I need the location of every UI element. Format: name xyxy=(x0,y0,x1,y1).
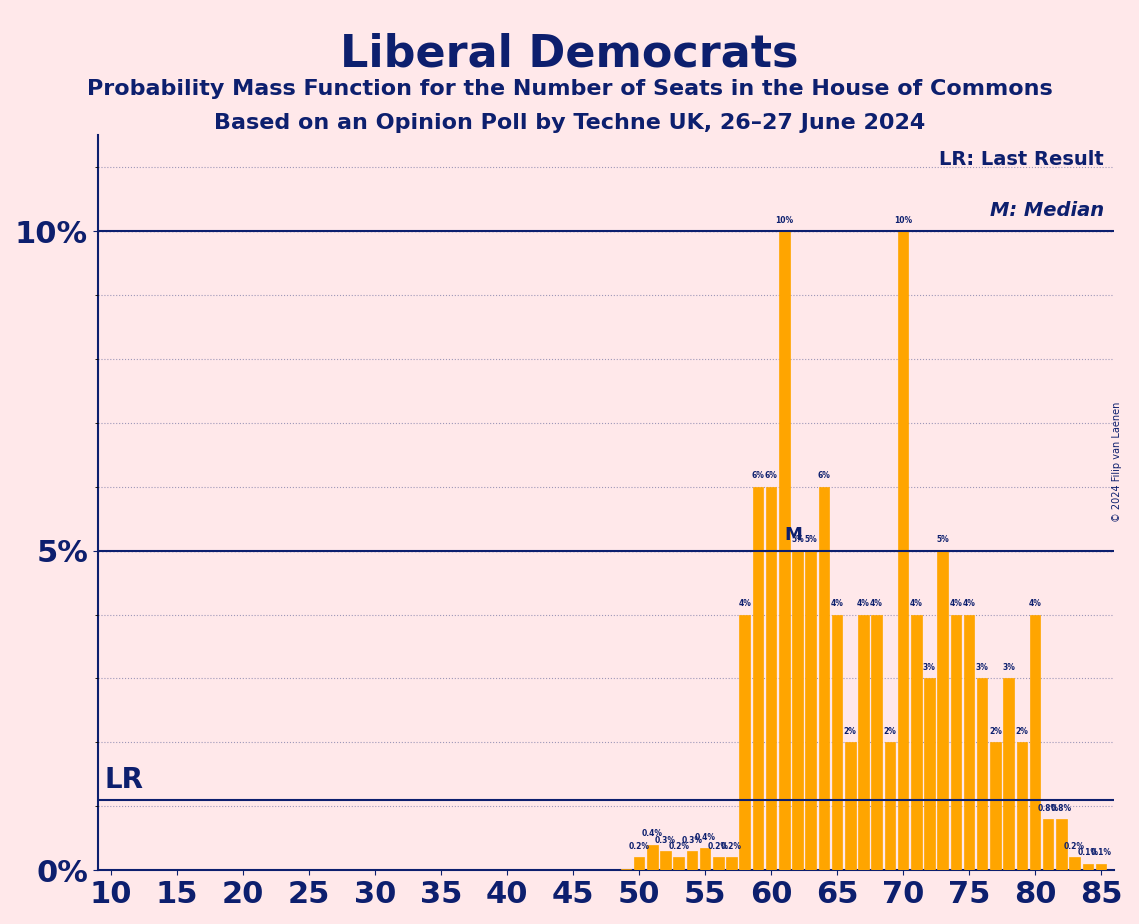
Text: 4%: 4% xyxy=(910,599,923,608)
Text: 2%: 2% xyxy=(844,727,857,736)
Text: 2%: 2% xyxy=(884,727,896,736)
Bar xyxy=(661,851,671,870)
Bar xyxy=(1043,820,1054,870)
Text: 0.2%: 0.2% xyxy=(1064,842,1085,851)
Text: 6%: 6% xyxy=(764,471,778,480)
Bar xyxy=(673,857,683,870)
Bar xyxy=(990,742,1001,870)
Text: 0.4%: 0.4% xyxy=(641,830,663,838)
Bar xyxy=(633,857,645,870)
Bar xyxy=(977,678,988,870)
Bar xyxy=(727,857,737,870)
Bar xyxy=(937,551,948,870)
Text: © 2024 Filip van Laenen: © 2024 Filip van Laenen xyxy=(1112,402,1122,522)
Text: 2%: 2% xyxy=(1015,727,1029,736)
Bar xyxy=(779,231,789,870)
Text: Probability Mass Function for the Number of Seats in the House of Commons: Probability Mass Function for the Number… xyxy=(87,79,1052,99)
Text: 0.2%: 0.2% xyxy=(669,842,689,851)
Text: 10%: 10% xyxy=(894,215,912,225)
Text: 0.1%: 0.1% xyxy=(1090,848,1112,857)
Text: 0.2%: 0.2% xyxy=(721,842,741,851)
Bar xyxy=(753,487,763,870)
Text: 4%: 4% xyxy=(870,599,883,608)
Bar xyxy=(885,742,895,870)
Text: 0.2%: 0.2% xyxy=(629,842,649,851)
Text: 4%: 4% xyxy=(1029,599,1041,608)
Bar xyxy=(1016,742,1027,870)
Text: M: M xyxy=(785,527,802,544)
Text: 4%: 4% xyxy=(962,599,975,608)
Text: 0.3%: 0.3% xyxy=(681,835,703,845)
Text: 5%: 5% xyxy=(804,535,817,544)
Text: 6%: 6% xyxy=(818,471,830,480)
Bar xyxy=(1070,857,1080,870)
Text: 4%: 4% xyxy=(950,599,962,608)
Text: LR: Last Result: LR: Last Result xyxy=(940,150,1104,169)
Bar xyxy=(845,742,855,870)
Bar xyxy=(819,487,829,870)
Text: 0.4%: 0.4% xyxy=(695,833,715,842)
Bar xyxy=(871,614,882,870)
Bar xyxy=(1003,678,1014,870)
Text: 0.8%: 0.8% xyxy=(1051,804,1072,813)
Text: 4%: 4% xyxy=(830,599,844,608)
Text: 0.2%: 0.2% xyxy=(707,842,729,851)
Text: 0.8%: 0.8% xyxy=(1038,804,1059,813)
Text: 4%: 4% xyxy=(857,599,870,608)
Bar xyxy=(621,869,631,870)
Text: 2%: 2% xyxy=(989,727,1002,736)
Text: Based on an Opinion Poll by Techne UK, 26–27 June 2024: Based on an Opinion Poll by Techne UK, 2… xyxy=(214,113,925,133)
Bar xyxy=(911,614,921,870)
Bar xyxy=(1082,864,1093,870)
Bar xyxy=(699,848,711,870)
Bar xyxy=(805,551,816,870)
Bar xyxy=(898,231,908,870)
Text: 6%: 6% xyxy=(752,471,764,480)
Bar xyxy=(1030,614,1040,870)
Bar xyxy=(713,857,723,870)
Bar xyxy=(924,678,935,870)
Bar xyxy=(951,614,961,870)
Text: 4%: 4% xyxy=(738,599,751,608)
Bar xyxy=(1056,820,1067,870)
Text: 5%: 5% xyxy=(936,535,949,544)
Bar xyxy=(1096,864,1106,870)
Bar xyxy=(687,851,697,870)
Text: Liberal Democrats: Liberal Democrats xyxy=(341,32,798,76)
Text: 0.3%: 0.3% xyxy=(655,835,675,845)
Bar xyxy=(765,487,777,870)
Text: 0.1%: 0.1% xyxy=(1077,848,1098,857)
Bar xyxy=(739,614,749,870)
Text: 10%: 10% xyxy=(776,215,793,225)
Bar xyxy=(647,845,657,870)
Bar xyxy=(964,614,974,870)
Text: 3%: 3% xyxy=(976,663,989,672)
Text: 3%: 3% xyxy=(1002,663,1015,672)
Text: 5%: 5% xyxy=(792,535,804,544)
Text: LR: LR xyxy=(105,766,144,794)
Bar xyxy=(858,614,869,870)
Bar xyxy=(792,551,803,870)
Text: 3%: 3% xyxy=(923,663,936,672)
Bar xyxy=(831,614,843,870)
Text: M: Median: M: Median xyxy=(990,201,1104,220)
